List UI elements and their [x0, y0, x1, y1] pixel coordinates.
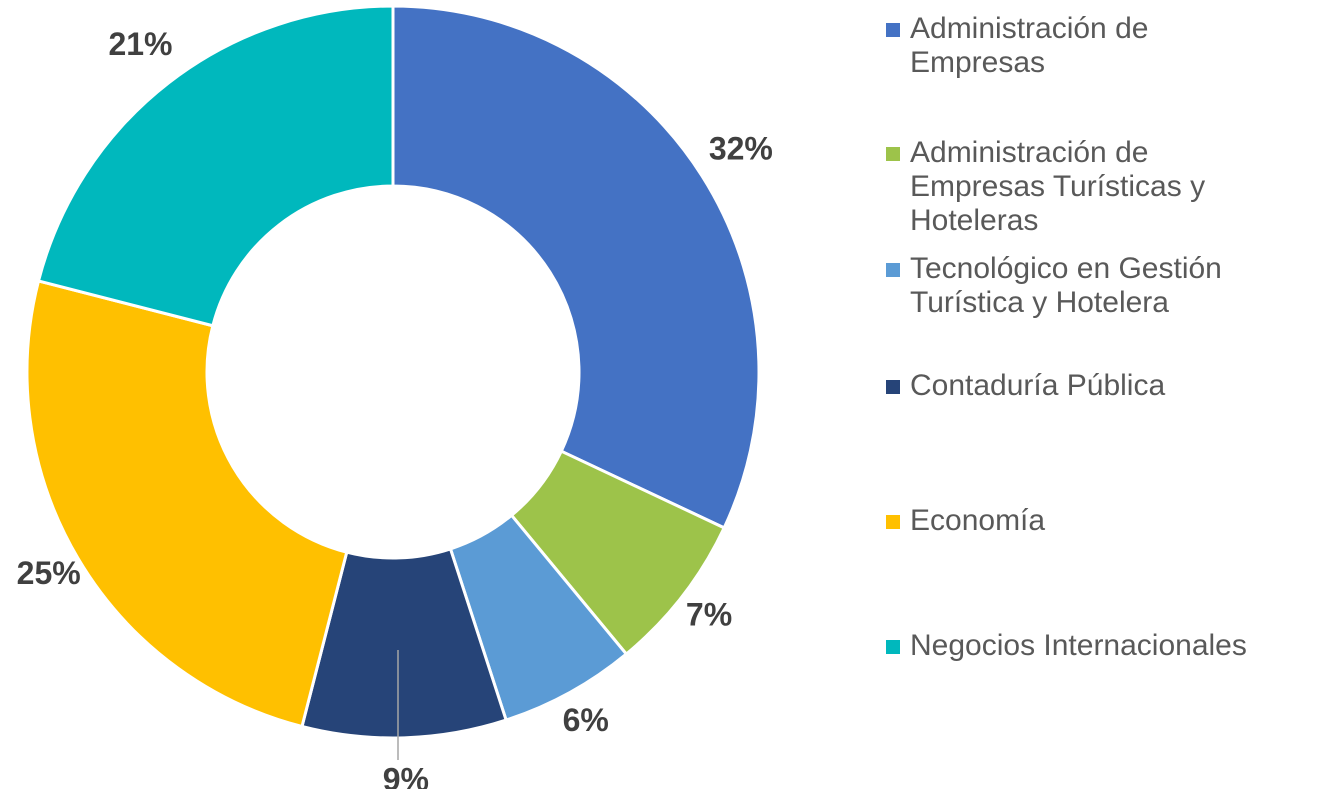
- legend-item: Tecnológico en Gestión Turística y Hotel…: [886, 252, 1306, 320]
- data-label: 6%: [563, 702, 609, 738]
- legend-label: Contaduría Pública: [910, 369, 1166, 402]
- data-label: 32%: [709, 131, 773, 167]
- data-label: 21%: [108, 26, 172, 62]
- legend-swatch: [886, 263, 900, 277]
- legend-label: Tecnológico en Gestión Turística y Hotel…: [910, 252, 1222, 319]
- legend-swatch: [886, 23, 900, 37]
- legend-label: Administración de Empresas: [910, 12, 1149, 79]
- slice: [36, 4, 395, 328]
- slice: [391, 4, 761, 530]
- legend-swatch: [886, 380, 900, 394]
- legend-item: Negocios Internacionales: [886, 629, 1306, 663]
- data-label: 7%: [686, 597, 732, 633]
- chart: 32% 7% 6% 9% 25% 21%: [17, 4, 773, 789]
- legend-swatch: [886, 515, 900, 529]
- legend-swatch: [886, 147, 900, 161]
- legend-item: Administración de Empresas Turísticas y …: [886, 136, 1306, 238]
- legend-swatch: [886, 640, 900, 654]
- slice: [25, 279, 349, 729]
- legend-item: Contaduría Pública: [886, 369, 1306, 403]
- legend-label: Administración de Empresas Turísticas y …: [910, 136, 1206, 237]
- legend-item: Economía: [886, 504, 1306, 538]
- legend-item: Administración de Empresas: [886, 12, 1306, 80]
- data-label: 25%: [17, 555, 81, 591]
- legend-label: Economía: [910, 504, 1046, 537]
- legend-label: Negocios Internacionales: [910, 629, 1247, 662]
- data-label: 9%: [383, 761, 429, 789]
